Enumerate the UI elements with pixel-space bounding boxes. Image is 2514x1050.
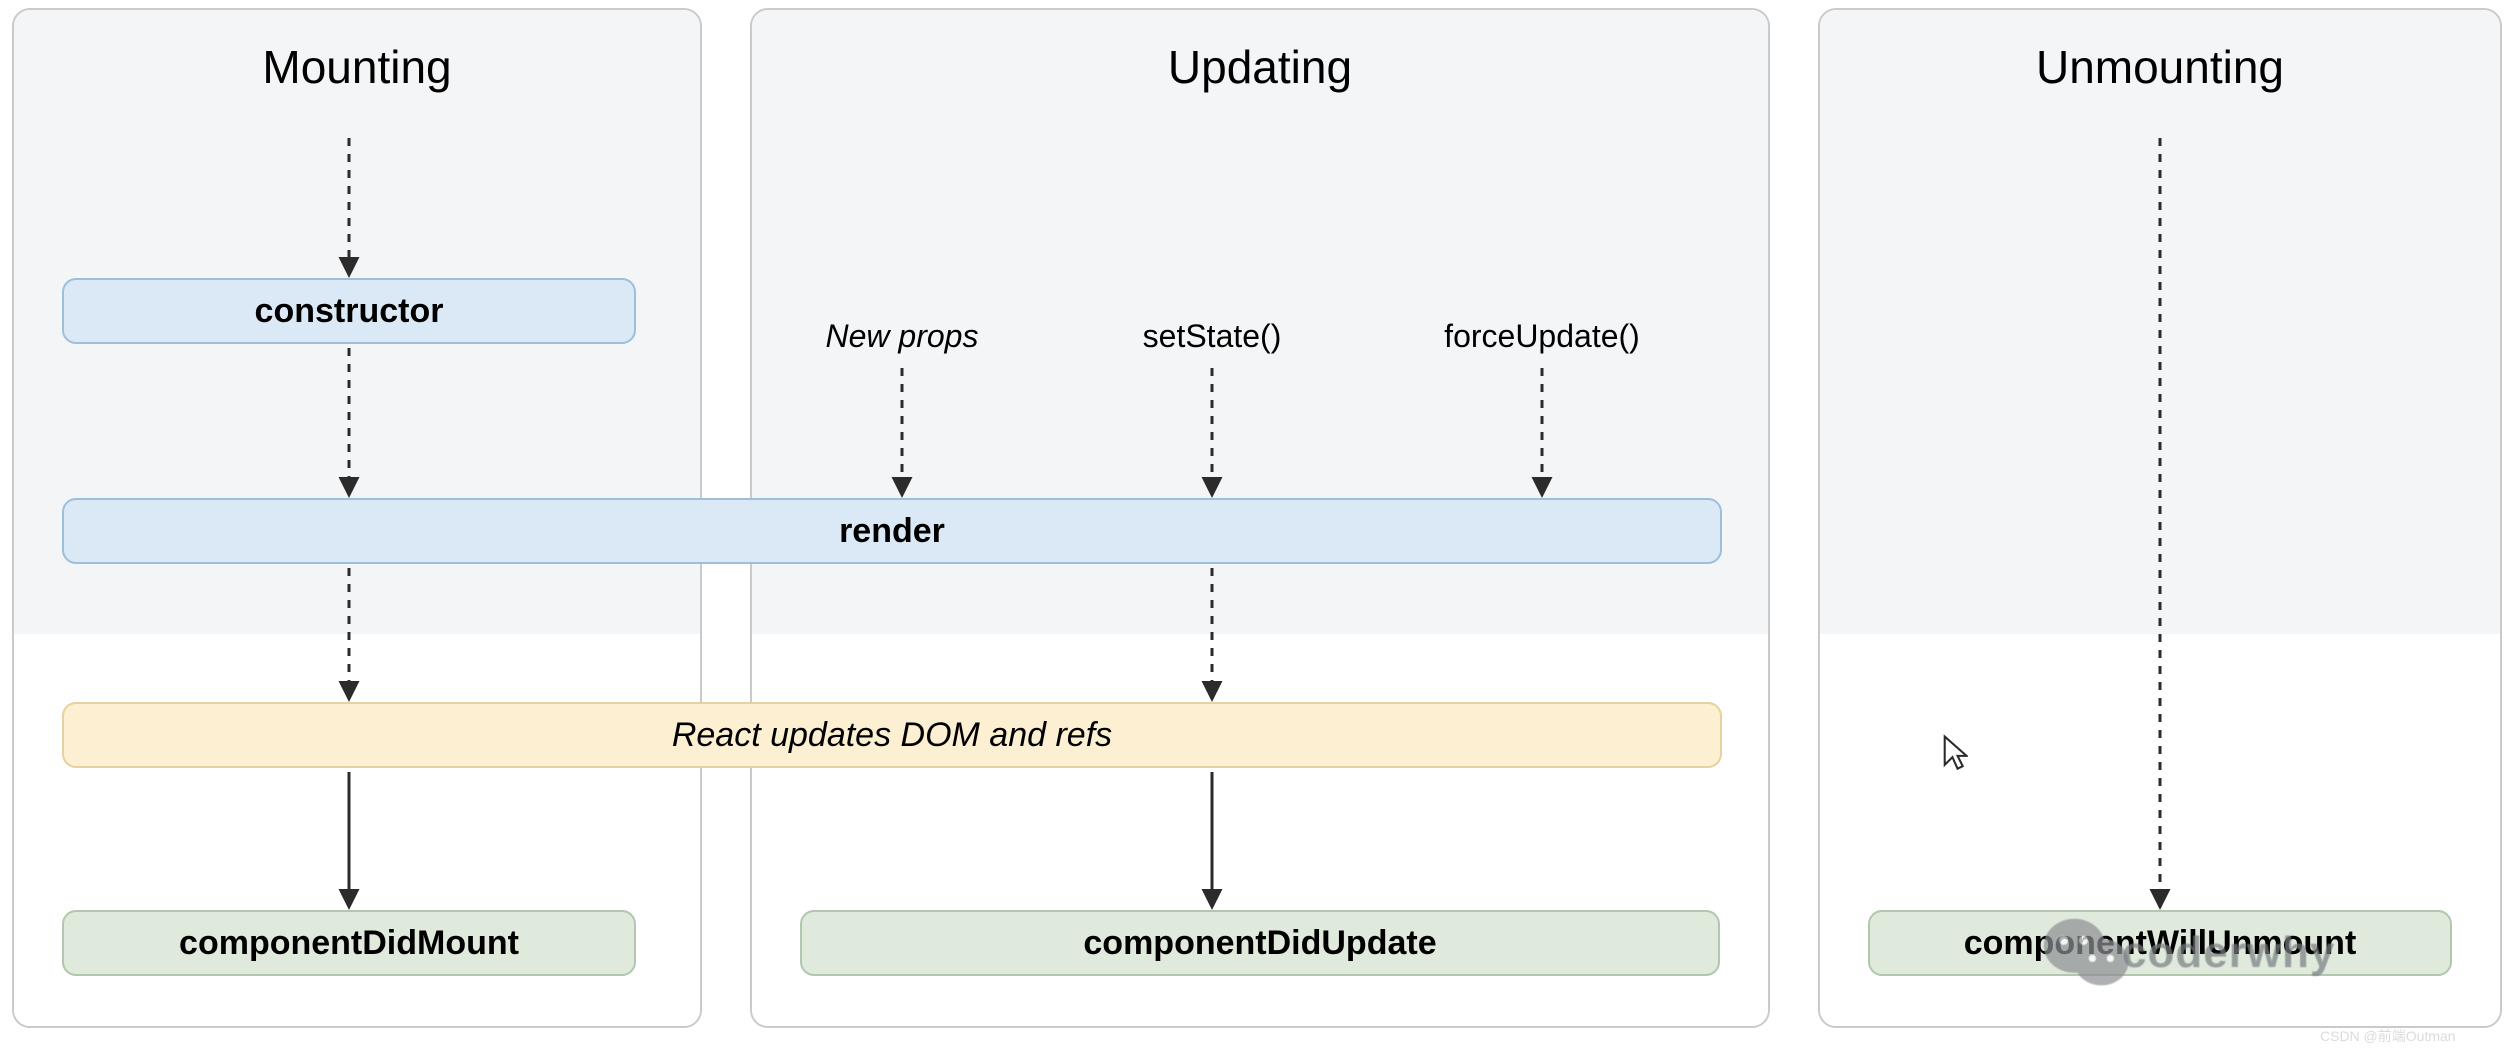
column-title-unmounting: Unmounting (1820, 10, 2500, 105)
node-did_mount: componentDidMount (62, 910, 636, 976)
node-did_update: componentDidUpdate (800, 910, 1720, 976)
column-unmounting: Unmounting (1818, 8, 2502, 1028)
node-render: render (62, 498, 1722, 564)
column-title-mounting: Mounting (14, 10, 700, 105)
column-title-updating: Updating (752, 10, 1768, 105)
trigger-force_update: forceUpdate() (1432, 318, 1652, 355)
cursor-icon (1942, 734, 1968, 770)
trigger-new_props: New props (812, 318, 992, 355)
watermark-tiny: CSDN @前端Outman (2320, 1026, 2456, 1046)
node-dom_update: React updates DOM and refs (62, 702, 1722, 768)
trigger-set_state: setState() (1132, 318, 1292, 355)
watermark-text: coderwhy (2122, 928, 2335, 978)
node-constructor: constructor (62, 278, 636, 344)
watermark-logo-icon (2042, 908, 2132, 998)
